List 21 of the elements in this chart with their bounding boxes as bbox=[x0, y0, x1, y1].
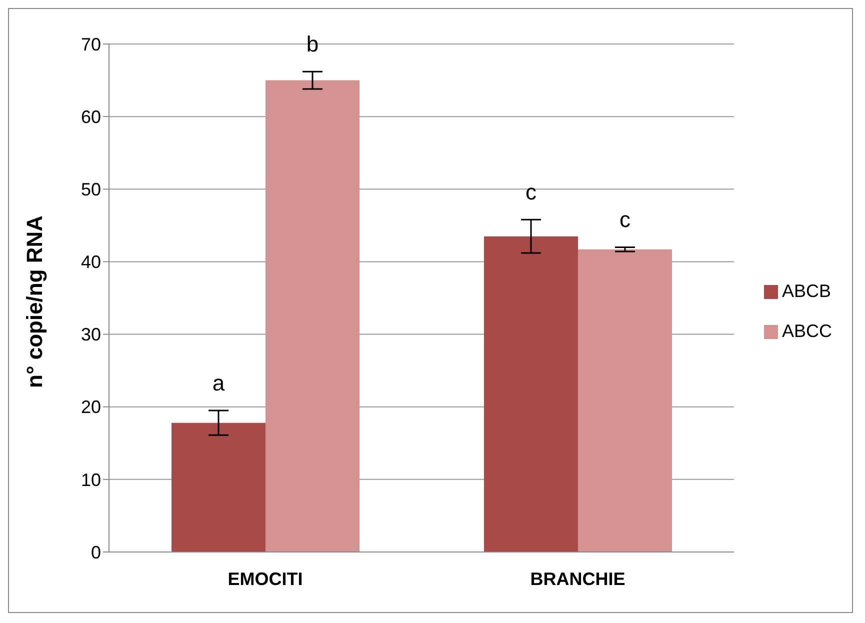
y-tick-label: 70 bbox=[80, 34, 101, 54]
legend-label: ABCC bbox=[782, 320, 832, 340]
y-tick-label: 40 bbox=[80, 252, 101, 272]
annotation: c bbox=[619, 207, 630, 232]
bar bbox=[484, 236, 578, 552]
y-tick-label: 60 bbox=[80, 106, 101, 127]
y-tick-label: 50 bbox=[80, 180, 101, 200]
bar bbox=[266, 80, 360, 552]
y-tick-label: 30 bbox=[80, 324, 101, 345]
y-tick-label: 20 bbox=[80, 397, 101, 418]
y-tick-label: 10 bbox=[80, 470, 101, 490]
annotation: c bbox=[525, 180, 536, 205]
y-tick-label: 0 bbox=[90, 542, 101, 562]
annotation: a bbox=[212, 370, 226, 396]
y-axis-title: n° copie/ng RNA bbox=[22, 215, 47, 388]
x-tick-label: EMOCITI bbox=[228, 568, 303, 589]
x-tick-label: BRANCHIE bbox=[530, 568, 626, 589]
bar bbox=[172, 422, 266, 552]
bar bbox=[578, 249, 672, 552]
annotation: b bbox=[306, 32, 319, 57]
legend-label: ABCB bbox=[782, 280, 832, 300]
